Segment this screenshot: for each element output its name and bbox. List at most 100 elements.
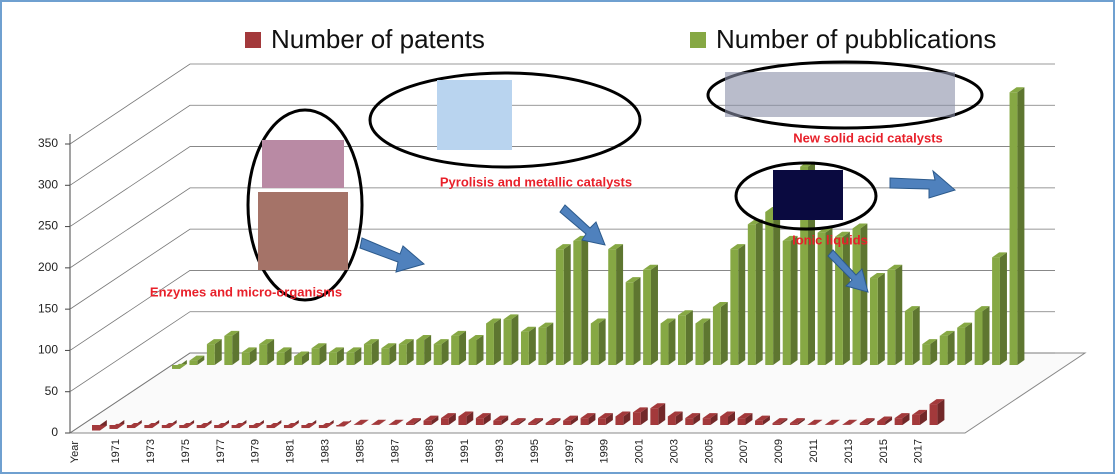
bar — [608, 249, 617, 365]
x-tick-label: 1987 — [389, 439, 401, 463]
bar-top — [475, 413, 491, 419]
bar-side — [361, 419, 369, 425]
bar-side — [658, 403, 666, 425]
annotations — [246, 60, 984, 302]
x-tick-label: 1983 — [319, 439, 331, 463]
bar — [109, 425, 118, 429]
bar-side — [877, 273, 885, 365]
bar — [294, 356, 302, 365]
bar — [545, 423, 554, 425]
bar-top — [660, 318, 676, 324]
x-tick-label: 1995 — [529, 439, 541, 463]
annotation-ellipse — [734, 161, 878, 231]
bar-side — [738, 244, 746, 365]
bar-top — [276, 347, 292, 353]
bar — [887, 269, 896, 365]
bar-top — [311, 343, 327, 349]
bar-top — [887, 264, 903, 270]
bar-side — [850, 419, 858, 425]
bar-top — [678, 310, 693, 316]
bar — [224, 335, 233, 365]
bar-side — [570, 415, 578, 425]
bar — [493, 420, 502, 425]
bar — [643, 269, 651, 365]
bar-top — [458, 411, 474, 417]
bar — [660, 323, 669, 365]
bar — [747, 224, 756, 365]
y-tick-label: 200 — [38, 260, 58, 274]
bar — [249, 425, 257, 429]
bar-side — [448, 413, 456, 425]
bar — [206, 344, 215, 365]
bar — [398, 344, 407, 365]
bar-top — [695, 318, 711, 324]
bar-top — [842, 419, 858, 425]
bar-top — [1009, 87, 1025, 93]
x-tick-label: 1997 — [564, 439, 576, 463]
bar — [475, 418, 484, 425]
bar — [329, 352, 337, 365]
x-tick-label: 1981 — [285, 439, 297, 463]
bar — [852, 228, 861, 365]
bar-top — [912, 409, 927, 415]
bar-side — [605, 413, 613, 425]
x-tick-label: 1993 — [494, 439, 506, 463]
bar — [678, 315, 686, 365]
bar-side — [511, 314, 519, 365]
bar — [992, 257, 1000, 365]
bar — [336, 425, 345, 427]
bar — [503, 319, 512, 365]
bar-side — [919, 409, 927, 425]
x-tick-label: 2003 — [668, 439, 680, 463]
bar — [276, 352, 285, 365]
bar-side — [623, 411, 631, 425]
bar — [311, 348, 320, 365]
bar-side — [885, 416, 893, 425]
bar-top — [206, 339, 222, 345]
bar-side — [396, 419, 404, 425]
bar-top — [528, 418, 544, 424]
bar — [416, 339, 425, 365]
bar-top — [869, 273, 885, 279]
bar-top — [789, 418, 805, 424]
bar — [259, 344, 268, 365]
annotation: Enzymes and micro-organisms — [150, 284, 342, 299]
bar — [563, 420, 571, 425]
bar-side — [999, 252, 1007, 365]
bar — [712, 306, 721, 365]
bar-side — [197, 355, 205, 365]
y-tick-label: 100 — [38, 343, 58, 357]
bar-top — [555, 244, 571, 250]
annotation: New solid acid catalysts — [793, 130, 943, 145]
bar-side — [745, 413, 753, 425]
bar-side — [842, 231, 850, 365]
bar-side — [588, 413, 596, 425]
x-tick-label: 2005 — [703, 439, 715, 463]
bar — [573, 240, 582, 365]
bar-top — [835, 231, 850, 237]
bar-side — [685, 310, 693, 365]
bar — [904, 311, 913, 365]
bar-top — [904, 306, 920, 312]
bar-top — [423, 415, 439, 421]
bar-side — [703, 318, 711, 365]
bar-side — [413, 418, 421, 425]
bar — [172, 365, 180, 369]
bar-top — [538, 322, 554, 328]
bar-top — [685, 413, 701, 419]
bar — [92, 425, 100, 431]
bar — [241, 352, 250, 365]
bar — [615, 416, 624, 425]
bar-side — [518, 418, 526, 425]
bar — [702, 418, 711, 425]
bar-top — [381, 343, 397, 349]
bar — [912, 414, 920, 425]
x-tick-label: 1973 — [145, 439, 157, 463]
bar-top — [712, 301, 728, 307]
x-tick-label: 1991 — [459, 439, 471, 463]
annotation-ellipse — [706, 60, 984, 130]
grid-line — [69, 146, 1055, 227]
bar — [538, 327, 547, 365]
bar-side — [284, 347, 292, 365]
bar-side — [640, 407, 648, 425]
